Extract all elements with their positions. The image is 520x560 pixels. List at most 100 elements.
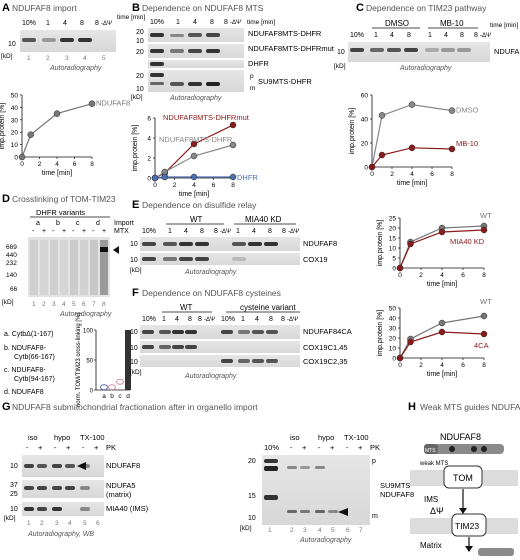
gel-blot	[22, 480, 104, 498]
svg-text:140: 140	[6, 272, 17, 279]
y-tick-label: 0	[392, 266, 396, 273]
panel-letter: H	[408, 401, 416, 413]
y-tick-label: 10	[11, 142, 19, 149]
series-label: WT	[480, 211, 492, 220]
svg-text:10: 10	[136, 38, 144, 45]
data-point	[229, 121, 237, 129]
data-point	[448, 145, 456, 153]
svg-text:[kD]: [kD]	[334, 63, 346, 70]
svg-text:10%: 10%	[142, 228, 156, 235]
x-tick-label: 2	[419, 272, 423, 279]
x-tick-label: 0	[398, 272, 402, 279]
category-label: d	[126, 393, 130, 400]
svg-text:DHFR variants: DHFR variants	[36, 208, 85, 217]
svg-text:[kD]: [kD]	[1, 53, 13, 60]
svg-text:7: 7	[359, 527, 363, 534]
panel-d: D Crosslinking of TOM-TIM23 DHFR variant…	[2, 193, 134, 407]
svg-text:NDUFAF8: NDUFAF8	[494, 47, 520, 56]
svg-text:[kD]: [kD]	[130, 267, 142, 274]
svg-text:+: +	[330, 443, 335, 452]
svg-text:25: 25	[10, 491, 18, 498]
svg-text:8: 8	[460, 32, 464, 39]
svg-text:3: 3	[65, 55, 69, 62]
svg-text:-ΔΨ: -ΔΨ	[204, 317, 215, 323]
y-tick-label: 0	[147, 176, 151, 183]
svg-text:10: 10	[337, 49, 345, 56]
svg-text:ΔΨ: ΔΨ	[430, 506, 444, 516]
tom-complex	[443, 465, 483, 489]
svg-text:b. NDUFAF8-: b. NDUFAF8-	[4, 345, 47, 352]
x-tick-label: 4	[410, 171, 414, 178]
svg-text:4: 4	[252, 228, 256, 235]
panel-letter: B	[132, 2, 140, 14]
svg-text:8: 8	[224, 19, 228, 26]
svg-text:time [min]: time [min]	[247, 19, 275, 26]
bar	[125, 330, 131, 390]
svg-text:232: 232	[6, 260, 17, 267]
svg-text:4: 4	[83, 55, 87, 62]
svg-text:8: 8	[188, 316, 192, 323]
svg-text:10%: 10%	[350, 32, 364, 39]
svg-text:-: -	[52, 228, 55, 235]
svg-text:4: 4	[318, 527, 322, 534]
bar	[115, 378, 125, 385]
y-tick-label: 5	[392, 256, 396, 263]
data-point	[480, 312, 488, 320]
svg-text:-ΔΨ: -ΔΨ	[287, 317, 298, 323]
svg-text:8: 8	[200, 228, 204, 235]
blot-footer: Autoradiography	[399, 65, 452, 72]
x-tick-label: 2	[419, 362, 423, 369]
svg-text:10%: 10%	[22, 20, 36, 27]
x-axis-label: time [min]	[427, 371, 457, 378]
svg-text:time [min]: time [min]	[490, 22, 518, 29]
series-line	[399, 331, 485, 359]
svg-text:MB-10: MB-10	[440, 19, 464, 28]
data-point	[408, 144, 416, 152]
x-tick-label: 8	[482, 272, 486, 279]
svg-text:4: 4	[444, 32, 448, 39]
data-point	[190, 173, 198, 181]
svg-text:time [min]: time [min]	[117, 14, 145, 21]
chart-a: 0 10 20 30 40 50 0 2 4 6 8 time [min] imp.protein [%…	[0, 93, 130, 178]
svg-text:1: 1	[32, 301, 36, 308]
svg-text:TIM23: TIM23	[455, 521, 479, 531]
y-tick-label: 25	[389, 216, 397, 223]
svg-text:1: 1	[168, 228, 172, 235]
svg-text:MIA40 (IMS): MIA40 (IMS)	[106, 504, 149, 513]
data-point	[161, 173, 168, 181]
x-axis-label: time [min]	[427, 281, 457, 288]
svg-text:-: -	[26, 443, 29, 452]
x-tick-label: 4	[55, 161, 59, 168]
svg-text:1: 1	[162, 316, 166, 323]
svg-text:(matrix): (matrix)	[106, 490, 132, 499]
svg-text:COX19C2,35: COX19C2,35	[303, 357, 348, 366]
svg-text:MTX: MTX	[114, 228, 129, 235]
series-label: NDUFAF8MTS-DHFRmut	[163, 113, 250, 122]
svg-text:8: 8	[268, 228, 272, 235]
data-point	[480, 330, 488, 338]
svg-text:-: -	[32, 228, 35, 235]
svg-text:Cytb(66-167): Cytb(66-167)	[14, 354, 55, 361]
chart-b: 0 2 4 6 0 2 4 6 8 time [min] imp.protein [%] NDUFAF…	[132, 113, 258, 198]
x-axis-label: time [min]	[397, 180, 427, 187]
y-tick-label: 20	[11, 130, 19, 137]
x-tick-label: 6	[461, 272, 465, 279]
svg-text:3: 3	[303, 527, 307, 534]
data-point	[229, 173, 237, 181]
series-line	[21, 103, 93, 158]
arrowhead-icon	[77, 462, 86, 470]
svg-text:NDUFAF8: NDUFAF8	[303, 239, 337, 248]
gel-blot	[140, 341, 300, 353]
svg-text:iso: iso	[28, 433, 38, 442]
svg-text:20: 20	[136, 73, 144, 80]
svg-text:1: 1	[241, 316, 245, 323]
category-label: b	[110, 393, 114, 400]
series-line	[399, 315, 485, 359]
svg-text:[kD]: [kD]	[2, 299, 14, 306]
series-label: DHFR	[237, 173, 258, 182]
gel-blot	[140, 253, 300, 265]
y-axis-label: imp.protein [%]	[377, 220, 384, 267]
svg-text:c: c	[76, 220, 80, 227]
svg-text:3: 3	[52, 301, 56, 308]
data-point	[190, 152, 198, 160]
